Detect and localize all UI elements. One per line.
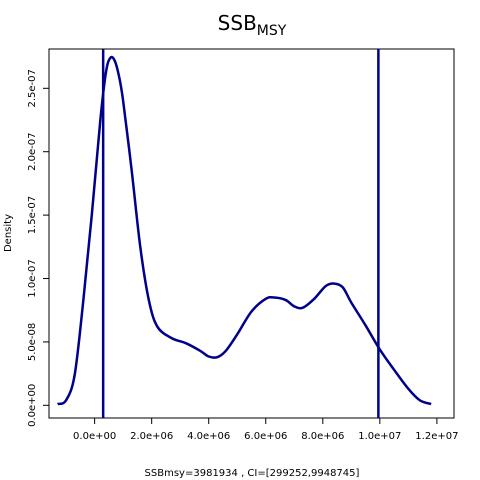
- y-axis: 0.0e+00 5.0e-08 1.0e-07 1.5e-07 2.0e-07 2.5e-…: [27, 69, 50, 427]
- x-tick-label: 2.0e+06: [130, 431, 173, 442]
- y-tick-label: 5.0e-08: [27, 323, 38, 361]
- y-tick-label: 1.0e-07: [27, 259, 38, 297]
- x-tick-label: 0.0e+00: [73, 431, 116, 442]
- density-line: [57, 55, 432, 406]
- series-layer: [57, 55, 432, 406]
- y-tick-label: 1.5e-07: [27, 196, 38, 234]
- x-tick-label: 1.0e+07: [358, 431, 401, 442]
- y-tick-label: 2.5e-07: [27, 69, 38, 107]
- y-axis-title: Density: [3, 214, 14, 252]
- y-tick-label: 2.0e-07: [27, 133, 38, 171]
- ci-lines: [101, 49, 380, 418]
- x-tick-label: 1.2e+07: [415, 431, 458, 442]
- plot-frame: [48, 48, 455, 419]
- chart-title: SSBMSY: [218, 11, 287, 39]
- y-tick-label: 0.0e+00: [27, 384, 38, 427]
- x-axis: 0.0e+00 2.0e+06 4.0e+06 6.0e+06 8.0e+06 1.0e+…: [73, 417, 458, 442]
- x-tick-label: 6.0e+06: [244, 431, 287, 442]
- chart-title-main: SSB: [218, 11, 257, 35]
- chart-title-subscript: MSY: [257, 23, 287, 39]
- x-tick-label: 8.0e+06: [301, 431, 344, 442]
- x-axis-title: SSBmsy=3981934 , CI=[299252,9948745]: [145, 468, 360, 479]
- x-tick-label: 4.0e+06: [187, 431, 230, 442]
